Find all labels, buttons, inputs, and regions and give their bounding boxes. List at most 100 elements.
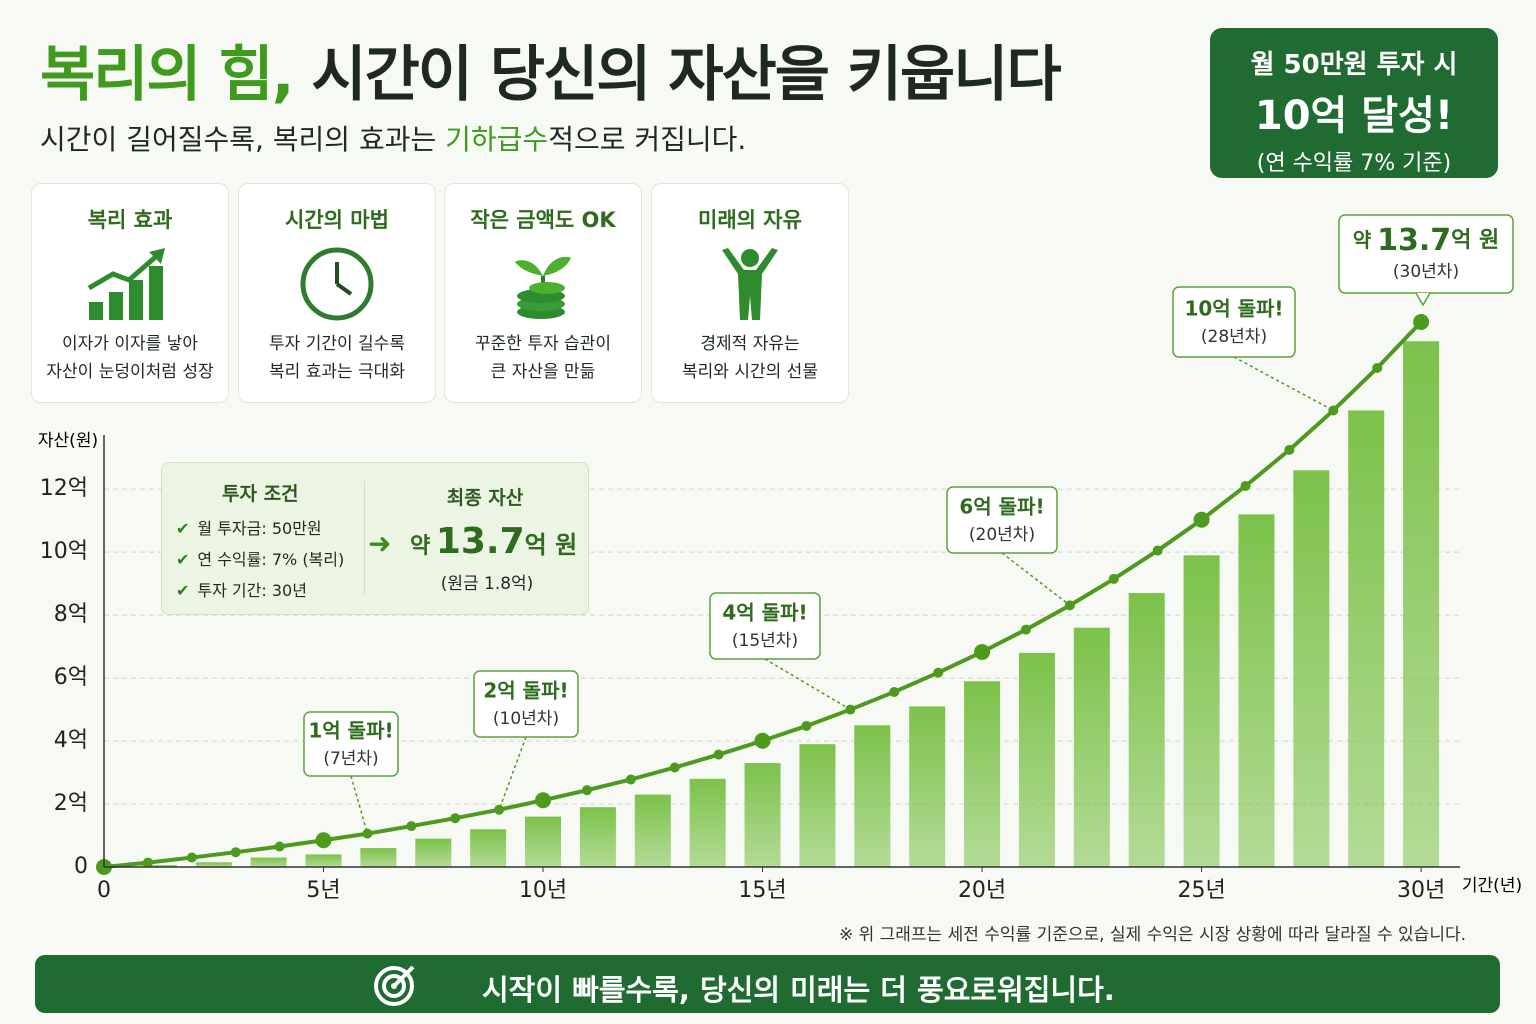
subtitle-highlight: 기하급수 xyxy=(445,123,549,156)
point xyxy=(581,785,592,796)
y-axis-label: 자산(원) xyxy=(38,431,98,451)
callout-title: 1억 돌파! xyxy=(308,719,393,743)
point xyxy=(406,821,417,832)
point xyxy=(801,720,812,731)
summary-item: 월 투자금: 50만원 xyxy=(176,513,344,544)
callout-title: 6억 돌파! xyxy=(959,495,1044,519)
point xyxy=(1020,624,1031,635)
point xyxy=(713,749,724,760)
card-title: 미래의 자유 xyxy=(698,208,802,232)
point xyxy=(625,774,636,785)
result-prefix: 약 xyxy=(410,534,431,559)
badge-line: 월 50만원 투자 시 xyxy=(1250,50,1458,80)
card-title: 작은 금액도 OK xyxy=(470,208,616,232)
point xyxy=(974,643,991,660)
card-title: 복리 효과 xyxy=(87,208,173,232)
callout-title: 4억 돌파! xyxy=(722,601,807,625)
callout-sub: (10년차) xyxy=(493,709,559,729)
result-number: 13.7 xyxy=(435,521,525,562)
point xyxy=(1152,545,1163,556)
arrow: ➜ xyxy=(368,527,392,560)
target-icon xyxy=(374,965,415,1006)
point xyxy=(1240,481,1251,492)
bar xyxy=(1128,593,1165,867)
leader-line xyxy=(498,736,527,810)
point xyxy=(450,813,461,824)
point xyxy=(1108,573,1119,584)
bar xyxy=(854,725,891,867)
title-rest: 시간이 당신의 자산을 키웁니다 xyxy=(311,40,1061,110)
summary-item: 투자 기간: 30년 xyxy=(176,575,344,606)
final-callout-sub: (30년차) xyxy=(1393,262,1459,282)
point xyxy=(845,704,856,715)
leader-line xyxy=(1001,552,1071,606)
callout-box xyxy=(1172,286,1296,358)
x-axis-label: 기간(년) xyxy=(1462,876,1522,896)
point xyxy=(754,732,771,749)
banner: 시작이 빠를수록, 당신의 미래는 더 풍요로워집니다. xyxy=(35,955,1500,1013)
bar xyxy=(1183,555,1220,867)
point xyxy=(1372,362,1383,373)
final-prefix: 약 xyxy=(1353,228,1372,252)
bar xyxy=(360,848,397,867)
result-note: (원금 1.8억) xyxy=(440,574,534,594)
y-tick-label: 2억 xyxy=(54,791,88,816)
x-tick-label: 30년 xyxy=(1397,878,1445,903)
y-tick-label: 8억 xyxy=(54,602,88,627)
bar xyxy=(634,794,671,867)
callout-box xyxy=(473,670,579,738)
card-text: 복리와 시간의 선물 xyxy=(682,362,818,382)
x-tick-label: 0 xyxy=(97,878,111,903)
x-tick-label: 25년 xyxy=(1177,878,1225,903)
final-callout-pointer xyxy=(1415,292,1431,307)
card-text: 경제적 자유는 xyxy=(700,334,800,354)
y-tick-label: 12억 xyxy=(40,476,88,501)
callout-sub: (28년차) xyxy=(1201,327,1267,347)
summary-title: 투자 조건 xyxy=(222,483,299,505)
x-tick-label: 10년 xyxy=(519,878,567,903)
point xyxy=(933,667,944,678)
callout-title: 2억 돌파! xyxy=(483,679,568,703)
bar xyxy=(1073,627,1110,867)
point xyxy=(1284,444,1295,455)
bar xyxy=(470,829,507,867)
callout-box xyxy=(709,592,821,660)
bar xyxy=(305,854,342,867)
subtitle-after: 적으로 커집니다. xyxy=(548,123,747,156)
bar xyxy=(1403,341,1440,867)
callout-sub: (20년차) xyxy=(969,525,1035,545)
bar xyxy=(689,778,726,867)
callout-sub: (15년차) xyxy=(732,631,798,651)
final-unit: 억 원 xyxy=(1451,228,1499,253)
bar xyxy=(140,865,177,867)
title: 복리의 힘, 시간이 당신의 자산을 키웁니다 xyxy=(40,26,1062,113)
card-text: 이자가 이자를 낳아 xyxy=(62,334,198,354)
badge-line: (연 수익률 7% 기준) xyxy=(1256,151,1452,176)
callout-box xyxy=(303,711,399,777)
person-icon xyxy=(722,248,778,320)
growth-icon xyxy=(87,248,165,320)
bar xyxy=(415,838,452,867)
card-text: 꾸준한 투자 습관이 xyxy=(475,334,611,354)
final-callout-title: 약 13.7억 원 xyxy=(1353,223,1500,258)
point xyxy=(230,847,241,858)
card-text: 투자 기간이 길수록 xyxy=(269,334,405,354)
point xyxy=(1193,511,1210,528)
bar xyxy=(525,816,562,867)
card: 작은 금액도 OK 꾸준한 투자 습관이 큰 자산을 만듦 xyxy=(444,183,642,403)
point xyxy=(274,841,285,852)
summary-box: 투자 조건 월 투자금: 50만원 연 수익률: 7% (복리) 투자 기간: … xyxy=(161,462,589,615)
result-value: 약 13.7억 원 xyxy=(410,521,590,562)
y-tick-label: 0 xyxy=(74,854,88,879)
point xyxy=(362,828,373,839)
point xyxy=(1328,405,1339,416)
point xyxy=(315,832,332,849)
bar xyxy=(964,681,1001,867)
point xyxy=(1413,313,1430,330)
bar xyxy=(799,744,836,867)
leader-line xyxy=(1233,356,1334,412)
point xyxy=(669,762,680,773)
final-value: 13.7 xyxy=(1377,223,1451,258)
